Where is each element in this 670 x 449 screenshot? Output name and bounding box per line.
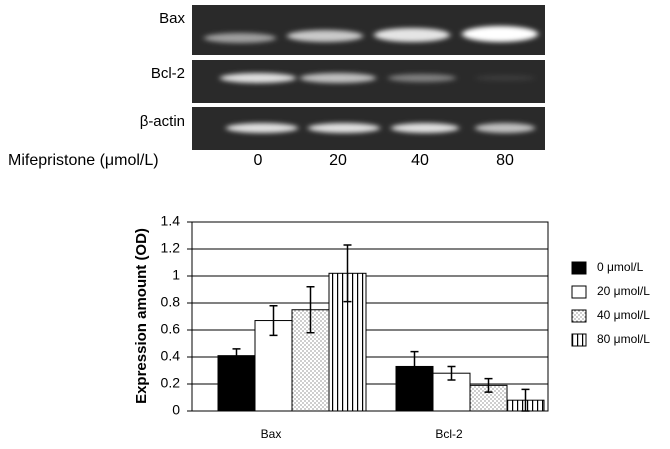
error-bar — [521, 388, 530, 412]
legend-label: 80 μmol/L — [597, 332, 650, 346]
error-bar — [410, 350, 419, 383]
error-bar — [232, 348, 241, 364]
legend-label: 20 μmol/L — [597, 284, 650, 298]
y-axis-label: Expression amount (OD) — [133, 228, 150, 404]
lane-label: 20 — [329, 152, 347, 169]
y-tick-label: 1.2 — [161, 240, 181, 256]
y-tick-label: 0.2 — [161, 375, 181, 391]
x-tick-label: Bax — [261, 427, 282, 441]
error-bar — [343, 244, 352, 303]
y-tick-label: 1 — [172, 267, 180, 283]
legend-swatch — [571, 309, 587, 323]
plot-frame — [191, 221, 549, 412]
error-bar — [447, 365, 456, 381]
gel-image: Bax Bcl-2 β-actin Mifepristone (μmol/L) … — [8, 5, 545, 169]
x-tick-label: Bcl-2 — [435, 427, 463, 441]
lane-label: 0 — [254, 152, 263, 169]
error-bar — [269, 304, 278, 337]
y-tick-label: 0.6 — [161, 321, 181, 337]
gel-row-label: Bax — [159, 10, 185, 27]
treatment-label: Mifepristone (μmol/L) — [8, 152, 159, 169]
error-bar — [484, 377, 493, 393]
gel-row-label: Bcl-2 — [151, 65, 185, 82]
legend-swatch — [571, 285, 587, 299]
legend-swatch — [571, 261, 587, 275]
y-tick-label: 1.4 — [161, 213, 181, 229]
bar — [217, 355, 256, 412]
gel-row-label: β-actin — [140, 113, 185, 130]
legend-label: 40 μmol/L — [597, 308, 650, 322]
gel-bands — [204, 26, 538, 133]
legend-label: 0 μmol/L — [597, 260, 644, 274]
legend-swatch — [571, 333, 587, 347]
y-tick-label: 0 — [172, 402, 180, 418]
lane-label: 40 — [411, 152, 429, 169]
error-bar — [306, 286, 315, 334]
y-tick-label: 0.8 — [161, 294, 181, 310]
y-tick-label: 0.4 — [161, 348, 181, 364]
lane-label: 80 — [496, 152, 514, 169]
